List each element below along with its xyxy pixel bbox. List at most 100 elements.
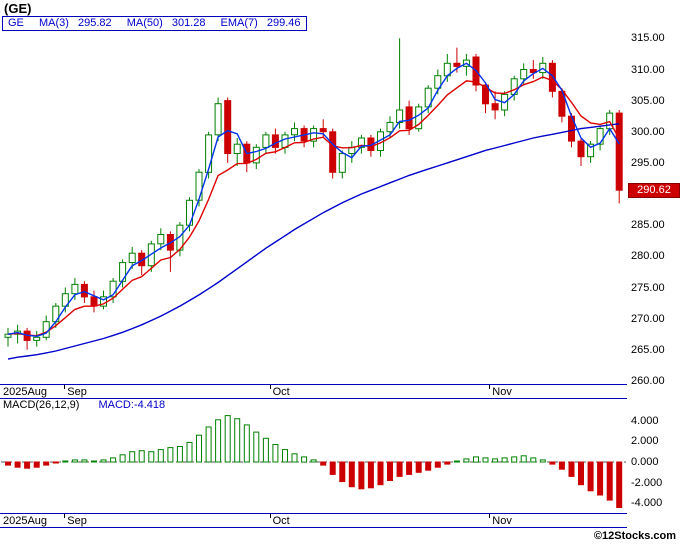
- month-label: Sep: [67, 515, 87, 527]
- month-label: Sep: [67, 386, 87, 398]
- month-label: Nov: [492, 515, 512, 527]
- macd-bar: [549, 461, 556, 465]
- macd-bar: [186, 441, 193, 463]
- price-tick-label: 295.00: [631, 156, 665, 169]
- price-tick-label: 265.00: [631, 343, 665, 356]
- candle: [529, 60, 537, 79]
- candle: [4, 327, 12, 347]
- price-tick-label: 310.00: [631, 63, 665, 76]
- macd-bar: [434, 461, 441, 468]
- macd-bar: [473, 456, 479, 463]
- macd-bar: [463, 458, 470, 463]
- macd-bar: [129, 451, 136, 463]
- macd-bar: [43, 461, 50, 466]
- macd-bar: [520, 455, 527, 463]
- macd-params-label: MACD(26,12,9): [3, 399, 80, 411]
- candle: [281, 131, 289, 154]
- macd-bar: [320, 461, 327, 466]
- macd-bar: [253, 431, 260, 463]
- candle: [71, 278, 79, 300]
- candle: [33, 331, 41, 347]
- macd-tick-label: 0.000: [631, 456, 659, 468]
- macd-bar: [367, 461, 374, 489]
- macd-bar: [215, 419, 222, 463]
- month-tick: [269, 514, 271, 518]
- macd-bar: [91, 460, 97, 463]
- macd-bar: [176, 446, 183, 463]
- macd-bar: [310, 459, 317, 463]
- month-label: 2025Aug: [3, 386, 48, 398]
- macd-bar: [234, 418, 241, 463]
- macd-bar: [329, 461, 336, 475]
- month-tick: [64, 385, 66, 389]
- macd-bar: [587, 461, 594, 492]
- candle: [405, 100, 413, 135]
- price-tick-label: 260.00: [631, 374, 665, 387]
- candle: [300, 125, 308, 148]
- macd-bar: [377, 461, 384, 486]
- macd-bar: [272, 444, 279, 463]
- macd-bar: [138, 450, 145, 463]
- macd-canvas: [1, 415, 626, 508]
- macd-bar: [492, 458, 499, 463]
- macd-bar: [444, 461, 451, 465]
- macd-bar: [71, 459, 78, 463]
- macd-current-value: MACD:-4.418: [98, 399, 166, 411]
- macd-bar: [453, 460, 460, 463]
- macd-tick-label: -2.000: [631, 476, 663, 489]
- candle: [252, 144, 260, 170]
- candle: [166, 231, 174, 272]
- macd-bar: [5, 461, 11, 466]
- macd-bar: [119, 454, 126, 463]
- macd-bar: [606, 461, 613, 501]
- month-tick: [64, 514, 66, 518]
- candle: [138, 250, 146, 275]
- macd-bar: [578, 461, 584, 486]
- macd-bar: [282, 449, 288, 463]
- candle: [157, 228, 165, 251]
- price-tick-label: 315.00: [631, 32, 665, 45]
- candle: [271, 128, 279, 154]
- macd-bar: [597, 461, 604, 496]
- price-tick-label: 280.00: [631, 250, 665, 263]
- legend-ema7-label: EMA(7): [220, 17, 258, 29]
- macd-bar: [339, 461, 346, 483]
- candle: [205, 131, 213, 179]
- macd-tick-label: 2.000: [631, 435, 659, 448]
- price-tick-label: 285.00: [631, 219, 665, 232]
- legend-ma50-value: 301.28: [171, 17, 206, 29]
- x-axis-strip-bottom: 2025Aug Sep Oct Nov: [0, 513, 627, 528]
- candle: [501, 91, 509, 117]
- macd-bar: [425, 461, 432, 471]
- legend-ema7-value: 299.46: [266, 17, 301, 29]
- ma50-line: [7, 123, 620, 360]
- month-tick: [489, 514, 491, 518]
- candle: [233, 138, 241, 166]
- macd-bar: [558, 461, 565, 470]
- macd-bar: [406, 461, 413, 475]
- macd-bar: [396, 461, 403, 477]
- macd-bar: [33, 461, 40, 468]
- symbol-title: (GE): [4, 1, 32, 16]
- macd-bar: [530, 457, 537, 463]
- month-tick: [269, 385, 271, 389]
- macd-bar: [415, 461, 422, 473]
- macd-bar: [14, 461, 21, 468]
- legend-ma3-label: MA(3): [38, 17, 69, 29]
- macd-bar: [387, 461, 393, 481]
- macd-bar: [52, 461, 59, 464]
- macd-bar: [539, 459, 546, 463]
- macd-bar: [511, 456, 518, 463]
- macd-bar: [81, 459, 88, 463]
- candle: [329, 128, 337, 179]
- macd-bar: [148, 451, 155, 463]
- month-tick: [489, 385, 491, 389]
- candle: [338, 150, 346, 179]
- candle: [310, 125, 318, 148]
- candle: [348, 141, 356, 163]
- price-chart-canvas: [4, 38, 623, 360]
- macd-bar: [568, 461, 575, 477]
- candle: [596, 125, 604, 151]
- price-tick-label: 275.00: [631, 281, 665, 294]
- candle: [319, 119, 327, 138]
